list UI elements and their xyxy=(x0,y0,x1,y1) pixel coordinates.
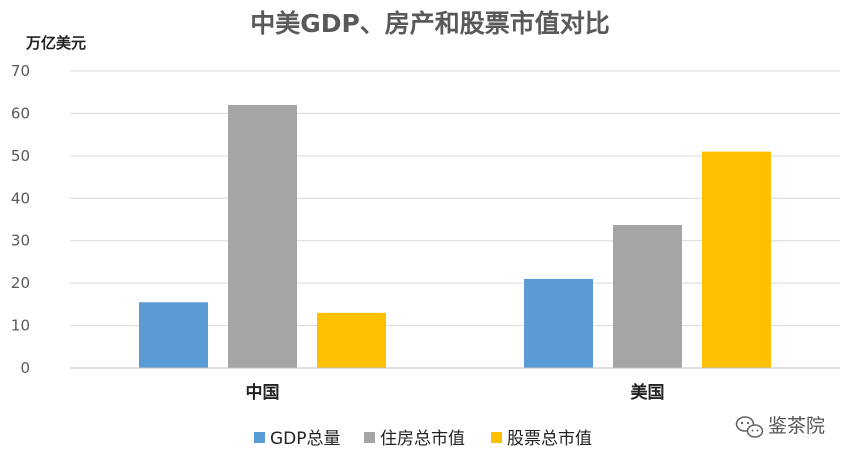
y-tick-label: 50 xyxy=(11,147,30,165)
y-tick-label: 0 xyxy=(20,359,30,377)
bar xyxy=(613,225,682,368)
bar xyxy=(317,312,386,368)
bar xyxy=(524,278,593,368)
y-tick-label: 10 xyxy=(11,317,30,335)
y-axis-unit-label: 万亿美元 xyxy=(25,34,86,52)
legend-swatch xyxy=(364,432,375,443)
x-category-label: 中国 xyxy=(246,382,280,403)
watermark-text: 鉴茶院 xyxy=(768,415,825,437)
bar xyxy=(139,302,208,368)
y-tick-label: 70 xyxy=(11,62,30,80)
y-tick-label: 20 xyxy=(11,274,30,292)
x-axis-categories: 中国 美国 xyxy=(246,382,665,403)
legend-label: 股票总市值 xyxy=(507,429,592,449)
y-tick-label: 40 xyxy=(11,189,30,207)
y-tick-label: 60 xyxy=(11,104,30,122)
legend: GDP总量 住房总市值 股票总市值 xyxy=(254,429,592,449)
legend-swatch xyxy=(491,432,502,443)
bar xyxy=(228,104,297,368)
bar xyxy=(702,151,771,368)
chart-title: 中美GDP、房产和股票市值对比 xyxy=(250,9,610,38)
wechat-icon xyxy=(735,416,764,438)
legend-label: GDP总量 xyxy=(270,429,341,449)
gridlines xyxy=(70,70,840,327)
legend-label: 住房总市值 xyxy=(380,429,465,449)
legend-swatch xyxy=(254,432,265,443)
bars xyxy=(139,104,771,368)
y-axis-ticks: 0 10 20 30 40 50 60 70 xyxy=(11,62,30,377)
y-tick-label: 30 xyxy=(11,232,30,250)
watermark: 鉴茶院 xyxy=(735,415,825,438)
x-category-label: 美国 xyxy=(631,382,665,403)
